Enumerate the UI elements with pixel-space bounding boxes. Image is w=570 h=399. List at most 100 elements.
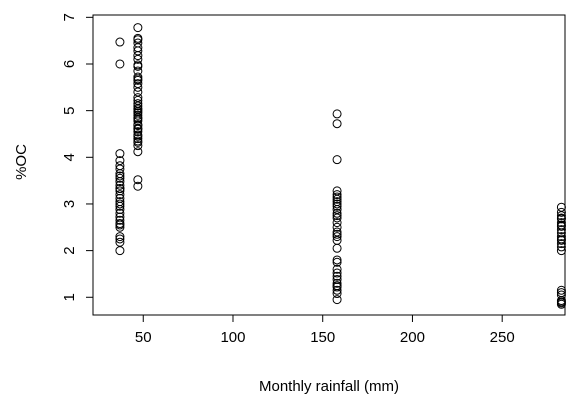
data-point — [115, 190, 125, 200]
data-point — [332, 243, 342, 253]
x-tick-label: 100 — [220, 329, 245, 346]
data-point — [133, 124, 143, 134]
data-point — [332, 295, 342, 305]
data-point — [133, 95, 143, 105]
data-point — [115, 246, 125, 256]
data-point — [115, 232, 125, 242]
data-point — [133, 127, 143, 137]
data-point — [556, 246, 566, 256]
plot-frame — [92, 14, 566, 316]
data-point — [133, 181, 143, 191]
data-point — [115, 208, 125, 218]
data-point — [133, 72, 143, 82]
y-axis: 1 2 3 4 5 6 7 — [61, 13, 94, 301]
data-point — [115, 171, 125, 181]
data-point — [332, 257, 342, 267]
x-axis: 50 100 150 200 250 — [135, 314, 515, 346]
data-point — [115, 59, 125, 69]
data-point — [332, 192, 342, 202]
data-point — [332, 194, 342, 204]
data-point — [332, 218, 342, 228]
data-point — [332, 278, 342, 288]
data-point — [133, 23, 143, 33]
y-tick-label: 5 — [61, 106, 78, 114]
data-point — [115, 234, 125, 244]
data-point — [556, 213, 566, 223]
data-point — [332, 271, 342, 281]
data-point — [133, 61, 143, 71]
data-point — [133, 79, 143, 89]
data-point — [115, 201, 125, 211]
data-points — [115, 23, 566, 309]
data-point — [556, 232, 566, 242]
data-point — [133, 101, 143, 111]
data-point — [556, 299, 566, 309]
data-point — [133, 110, 143, 120]
data-point — [133, 82, 143, 92]
y-tick-label: 3 — [61, 200, 78, 208]
data-point — [133, 75, 143, 85]
data-point — [332, 155, 342, 165]
y-tick-label: 1 — [61, 293, 78, 301]
data-point — [332, 268, 342, 278]
data-point — [115, 149, 125, 159]
data-point — [332, 119, 342, 129]
data-point — [133, 175, 143, 185]
data-point — [332, 213, 342, 223]
data-point — [332, 264, 342, 274]
data-point — [133, 51, 143, 61]
data-point — [556, 239, 566, 249]
data-point — [115, 184, 125, 194]
data-point — [133, 141, 143, 151]
data-point — [115, 164, 125, 174]
data-point — [133, 108, 143, 118]
data-point — [133, 147, 143, 157]
data-point — [115, 180, 125, 190]
data-point — [332, 201, 342, 211]
data-point — [115, 186, 125, 196]
data-point — [332, 109, 342, 119]
data-point — [115, 177, 125, 187]
x-tick-label: 200 — [400, 329, 425, 346]
data-point — [332, 281, 342, 291]
y-tick-label: 2 — [61, 246, 78, 254]
data-point — [332, 222, 342, 232]
data-point — [332, 208, 342, 218]
data-point — [133, 131, 143, 141]
data-point — [556, 220, 566, 230]
data-point — [556, 234, 566, 244]
data-point — [133, 38, 143, 48]
y-tick-label: 7 — [61, 13, 78, 21]
data-point — [556, 285, 566, 295]
data-point — [332, 275, 342, 285]
data-point — [115, 215, 125, 225]
data-point — [133, 114, 143, 124]
y-tick-label: 6 — [61, 60, 78, 68]
data-point — [332, 190, 342, 200]
data-point — [332, 229, 342, 239]
data-point — [556, 297, 566, 307]
data-point — [115, 37, 125, 47]
data-point — [115, 222, 125, 232]
data-point — [332, 211, 342, 221]
data-point — [556, 211, 566, 221]
data-point — [133, 105, 143, 115]
data-point — [115, 199, 125, 209]
data-point — [556, 218, 566, 228]
y-tick-label: 4 — [61, 153, 78, 161]
y-axis-title: %OC — [13, 144, 30, 180]
data-point — [332, 199, 342, 209]
data-point — [115, 220, 125, 230]
data-point — [115, 205, 125, 215]
data-point — [133, 134, 143, 144]
data-point — [133, 136, 143, 146]
data-point — [332, 285, 342, 295]
data-point — [115, 173, 125, 183]
data-point — [133, 121, 143, 131]
data-point — [556, 207, 566, 217]
x-axis-title: Monthly rainfall (mm) — [259, 378, 399, 395]
data-point — [332, 232, 342, 242]
x-tick-label: 50 — [135, 329, 152, 346]
data-point — [332, 255, 342, 265]
